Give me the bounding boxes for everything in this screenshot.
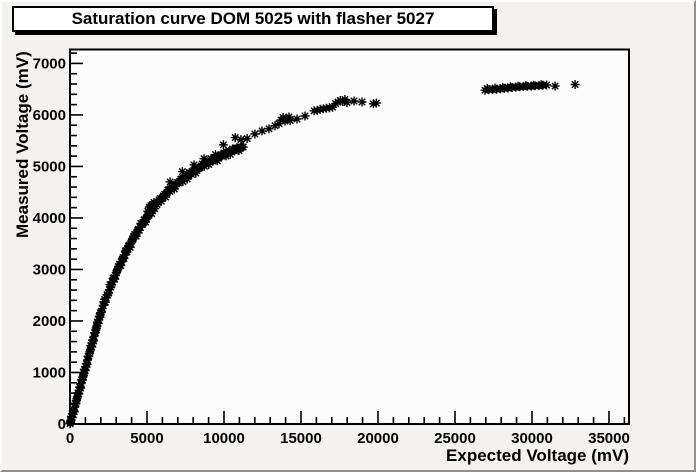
chart-title: Saturation curve DOM 5025 with flasher 5… [71, 9, 435, 28]
x-tick-label: 30000 [511, 430, 553, 447]
y-tick-label: 5000 [33, 158, 66, 175]
y-tick-label: 4000 [33, 210, 66, 227]
y-tick-label: 1000 [33, 364, 66, 381]
y-tick-label: 2000 [33, 313, 66, 330]
x-tick-label: 20000 [357, 430, 399, 447]
plot-frame [69, 48, 630, 425]
y-tick-label: 0 [58, 416, 66, 433]
y-axis-title: Measured Voltage (mV) [13, 51, 32, 238]
y-tick-label: 7000 [33, 55, 66, 72]
y-tick-label: 3000 [33, 261, 66, 278]
x-tick-label: 10000 [203, 430, 245, 447]
x-tick-label: 35000 [588, 430, 630, 447]
data-points [65, 80, 580, 429]
x-tick-label: 15000 [280, 430, 322, 447]
x-axis-title: Expected Voltage (mV) [446, 446, 629, 465]
x-tick-label: 5000 [130, 430, 163, 447]
x-tick-label: 0 [66, 430, 74, 447]
y-tick-label: 6000 [33, 107, 66, 124]
axis-tick-labels: 0 5000 10000 15000 20000 25000 30000 35000 0 1000… [33, 55, 630, 447]
x-tick-label: 25000 [434, 430, 476, 447]
title-pave: Saturation curve DOM 5025 with flasher 5… [12, 6, 494, 32]
